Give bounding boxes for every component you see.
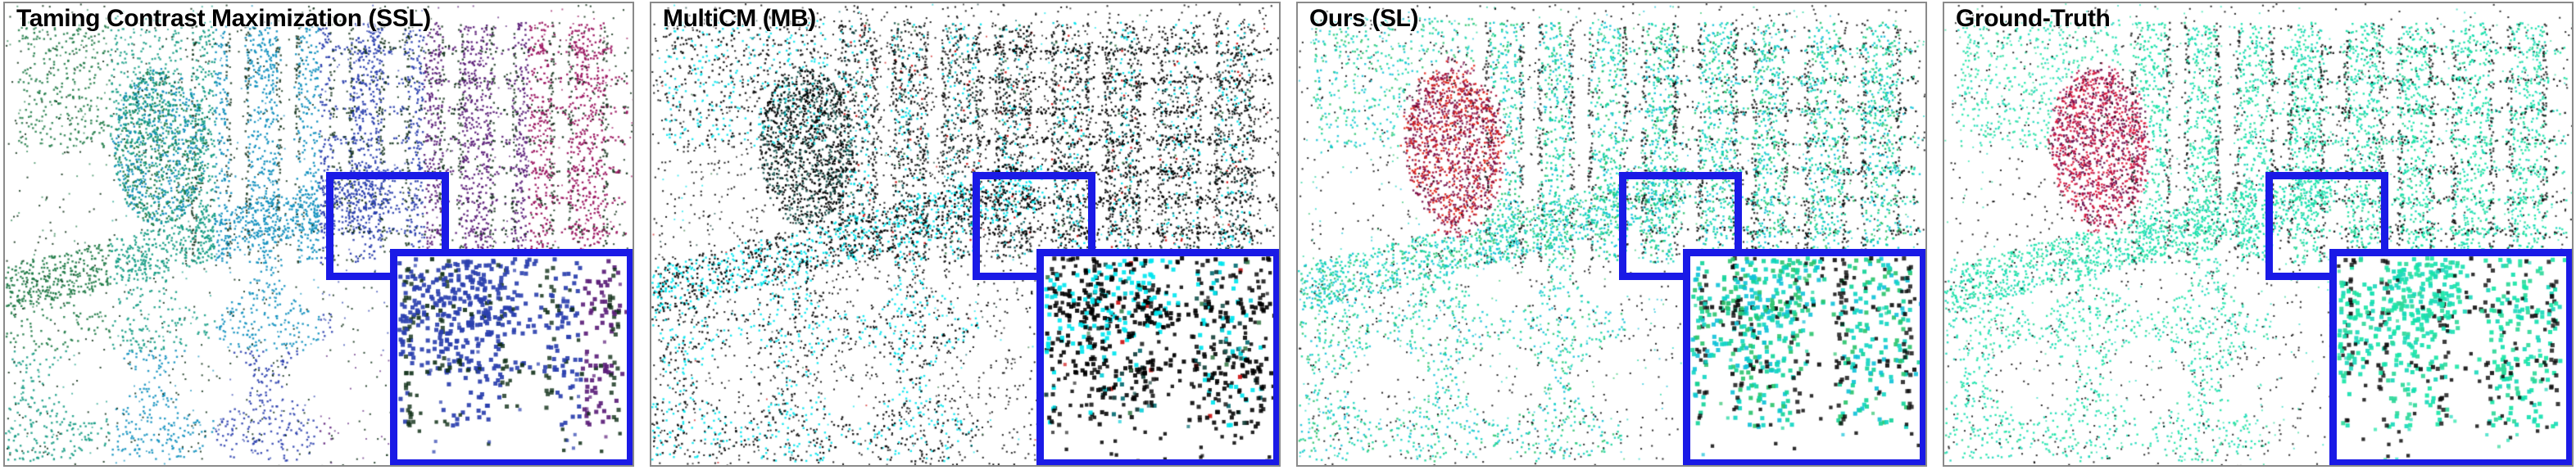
panel-panel-multicm: MultiCM (MB) <box>650 2 1281 467</box>
panel-panel-ours: Ours (SL) <box>1296 2 1927 467</box>
magnified-inset <box>2329 249 2572 465</box>
inset-canvas-panel-ssl <box>397 256 627 459</box>
magnified-inset <box>1036 249 1279 465</box>
inset-canvas-panel-ours <box>1690 256 1920 459</box>
panel-title: Ours (SL) <box>1309 5 1419 32</box>
magnified-inset <box>390 249 633 465</box>
panel-title: Ground-Truth <box>1956 5 2111 32</box>
panel-panel-gt: Ground-Truth <box>1943 2 2574 467</box>
inset-canvas-panel-multicm <box>1044 256 1273 459</box>
panel-title: Taming Contrast Maximization (SSL) <box>16 5 431 32</box>
panel-title: MultiCM (MB) <box>663 5 816 32</box>
panel-panel-ssl: Taming Contrast Maximization (SSL) <box>3 2 634 467</box>
inset-canvas-panel-gt <box>2337 256 2566 459</box>
magnified-inset <box>1683 249 1925 465</box>
